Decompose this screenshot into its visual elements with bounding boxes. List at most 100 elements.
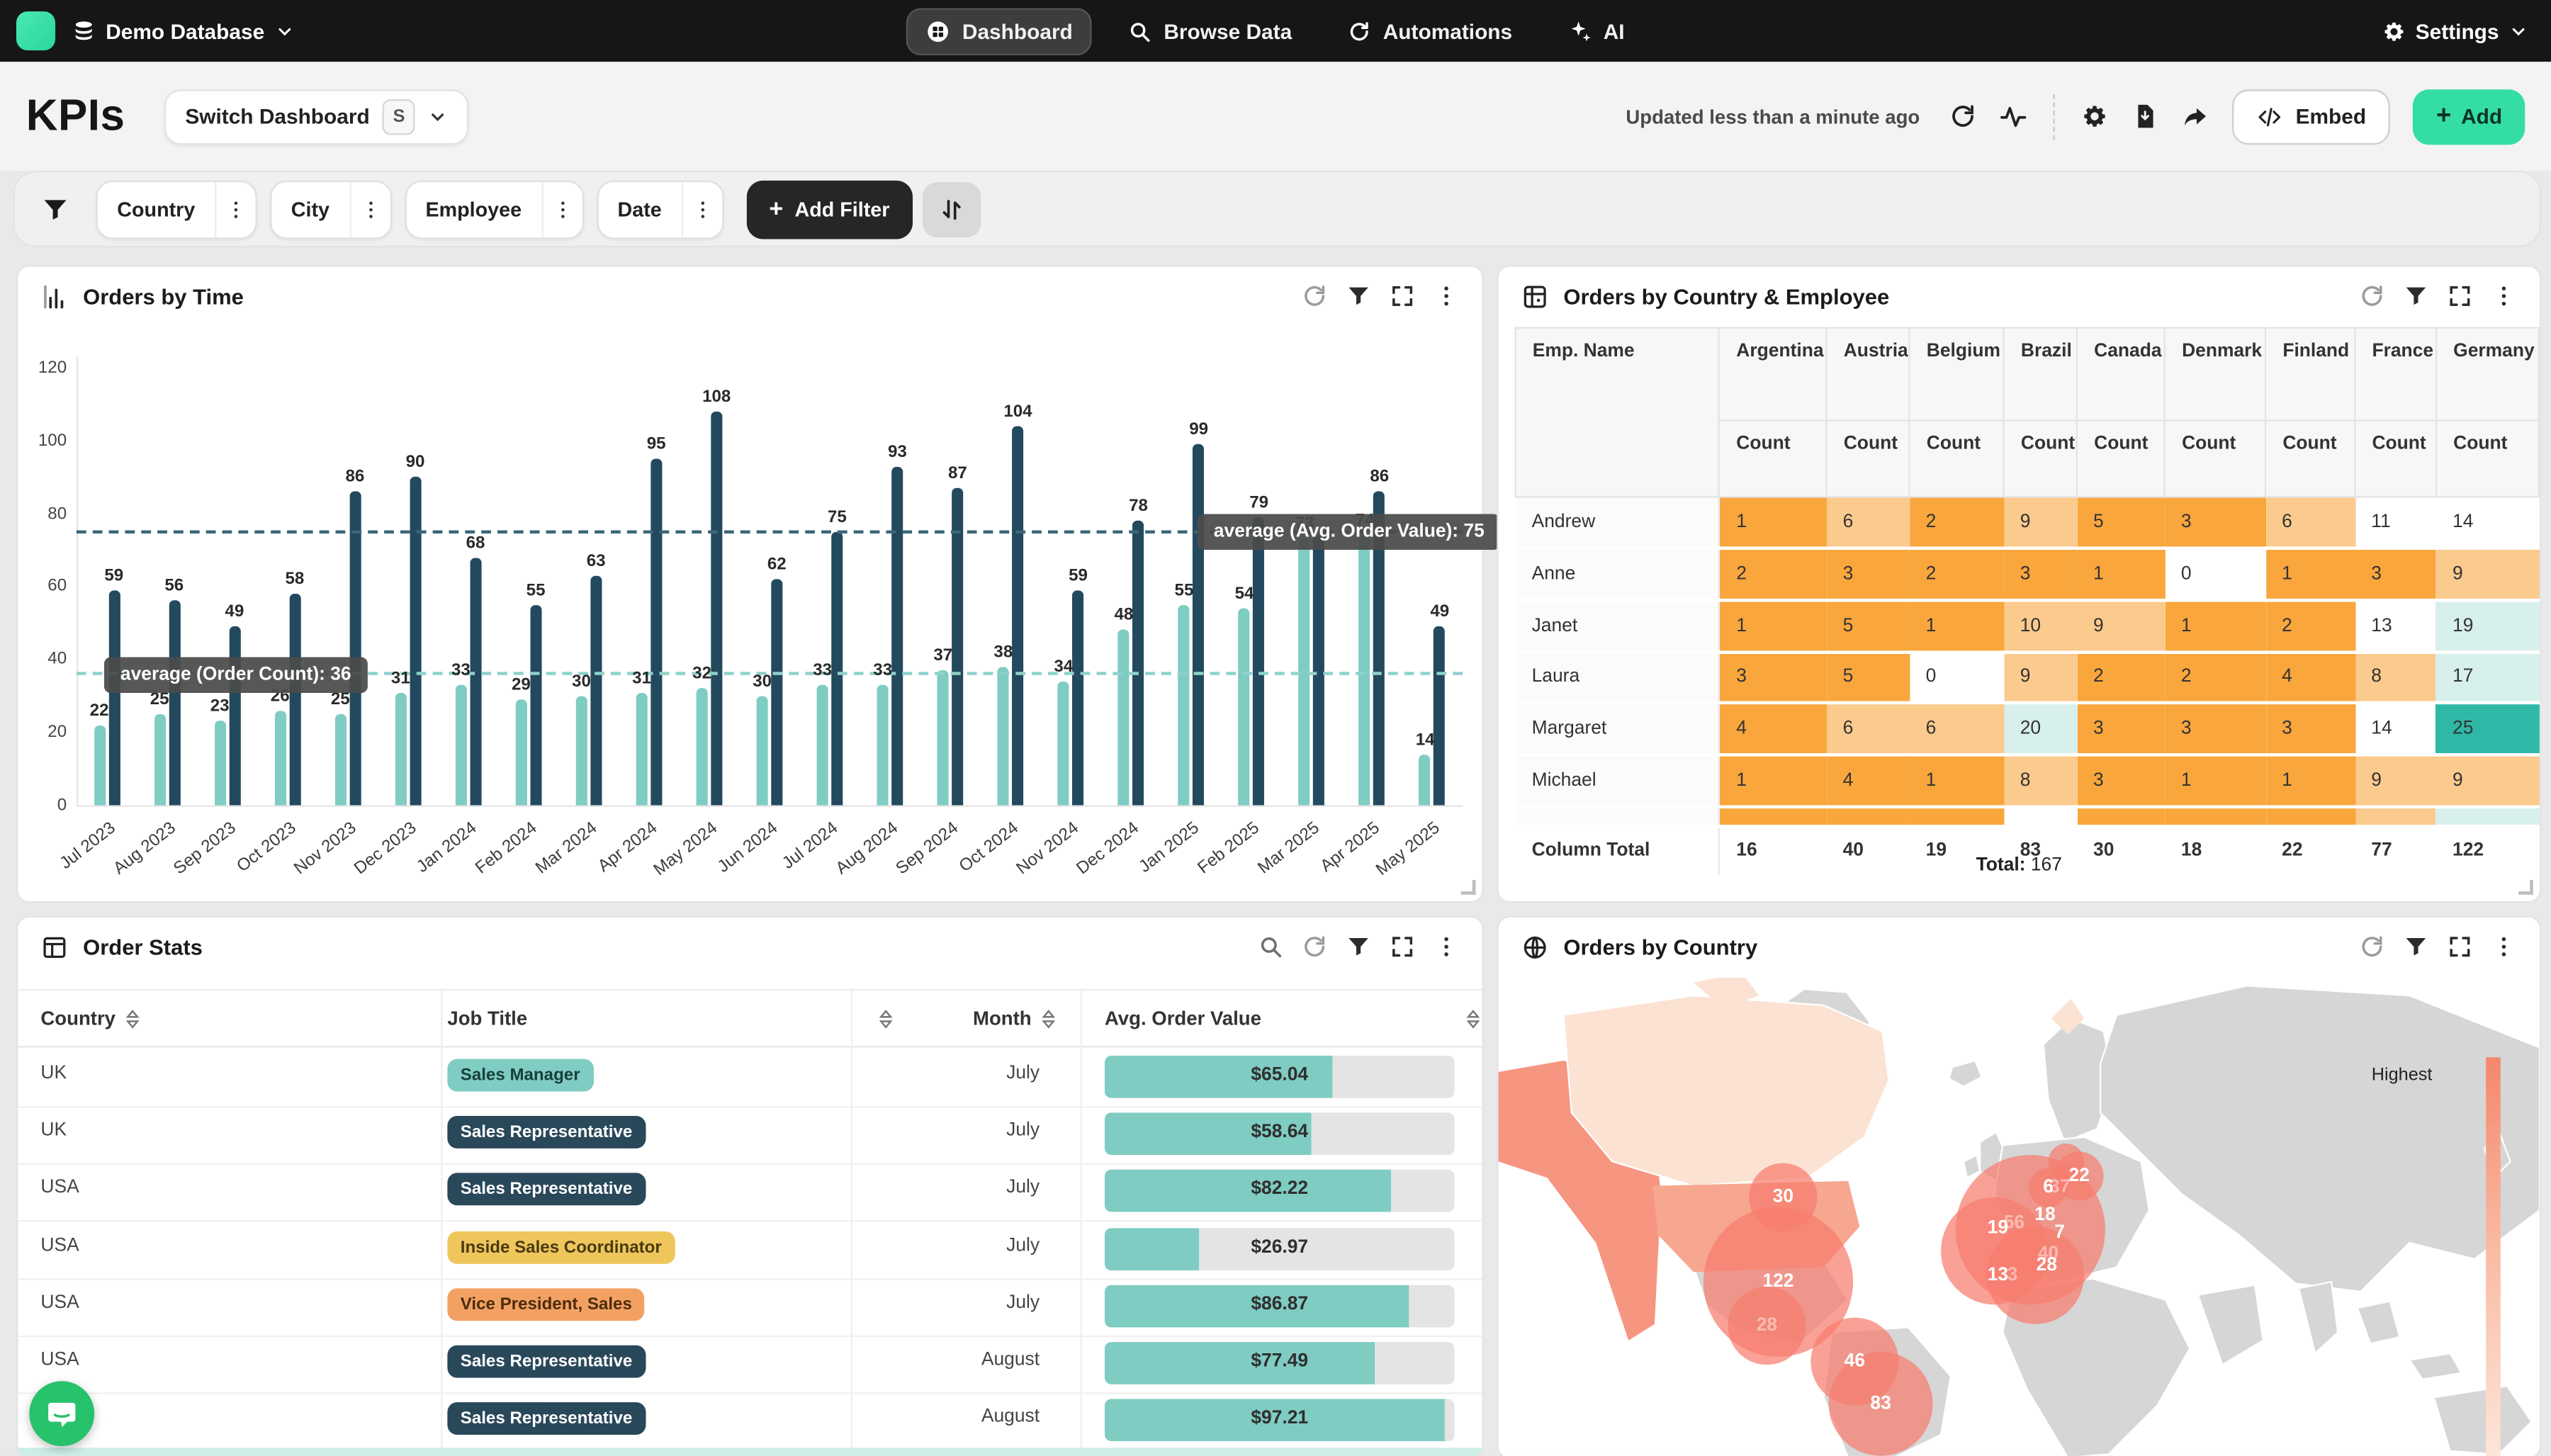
pivot-cell[interactable]: 1: [1909, 755, 2004, 808]
order-count-bar[interactable]: [395, 692, 407, 806]
order-count-bar[interactable]: [1057, 681, 1069, 806]
pivot-cell[interactable]: 1: [1719, 497, 1827, 551]
pivot-cell[interactable]: 1: [1719, 755, 1827, 808]
table-row[interactable]: USA Sales Representative August $77.49: [18, 1334, 1482, 1394]
settings-menu[interactable]: Settings: [2382, 18, 2528, 43]
order-count-bar[interactable]: [334, 713, 347, 806]
order-count-bar[interactable]: [816, 684, 828, 806]
pivot-cell[interactable]: 4: [2265, 651, 2355, 705]
pivot-row-label[interactable]: Michael: [1515, 755, 1721, 808]
pivot-cell[interactable]: 1: [2164, 755, 2266, 808]
pivot-cell[interactable]: 5: [2077, 497, 2165, 551]
table-row[interactable]: USA Vice President, Sales July $86.87: [18, 1277, 1482, 1337]
pivot-cell[interactable]: 6: [1826, 703, 1910, 757]
filter-options-kebab-icon[interactable]: [543, 198, 582, 220]
sort-icon[interactable]: [1466, 1008, 1481, 1029]
order-count-bar[interactable]: [455, 684, 467, 806]
column-header-job-title[interactable]: Job Title: [447, 991, 893, 1046]
pivot-cell[interactable]: 8: [2355, 651, 2437, 705]
pivot-column-header[interactable]: Brazil: [2003, 327, 2078, 422]
pivot-column-header[interactable]: Austria: [1825, 327, 1910, 422]
refresh-icon[interactable]: [1302, 283, 1328, 309]
reorder-filters-button[interactable]: [922, 181, 981, 237]
filter-funnel-icon[interactable]: [2403, 934, 2429, 960]
order-count-bar[interactable]: [1359, 535, 1371, 806]
order-count-bar[interactable]: [997, 666, 1009, 806]
order-count-bar[interactable]: [214, 721, 226, 806]
pivot-cell[interactable]: 9: [2436, 755, 2539, 808]
filter-date[interactable]: Date: [596, 179, 724, 239]
avg-order-value-bar[interactable]: [1072, 589, 1084, 806]
pivot-cell[interactable]: 3: [2355, 548, 2437, 602]
pivot-cell[interactable]: 3: [2077, 755, 2165, 808]
filter-funnel-icon[interactable]: [1346, 283, 1372, 309]
order-count-bar[interactable]: [1238, 608, 1251, 806]
pivot-cell[interactable]: 2: [2265, 599, 2355, 653]
pivot-measure-header[interactable]: Count: [1908, 419, 2005, 498]
pivot-cell[interactable]: 9: [2003, 651, 2078, 705]
pivot-cell[interactable]: 0: [2164, 548, 2266, 602]
order-count-bar[interactable]: [515, 699, 527, 806]
order-count-bar[interactable]: [937, 670, 949, 806]
pivot-column-header[interactable]: Belgium: [1908, 327, 2005, 422]
order-count-bar[interactable]: [274, 710, 286, 806]
pivot-cell[interactable]: 2: [1909, 548, 2004, 602]
order-count-bar[interactable]: [1117, 630, 1130, 806]
pivot-row-label[interactable]: Janet: [1515, 599, 1721, 653]
pivot-column-header[interactable]: Canada: [2076, 327, 2166, 422]
pivot-cell[interactable]: 2: [1719, 548, 1827, 602]
pivot-measure-header[interactable]: Count: [2265, 419, 2356, 498]
column-header-avg-order-value[interactable]: Avg. Order Value: [1105, 991, 1481, 1046]
avg-order-value-bar[interactable]: [470, 557, 482, 806]
pivot-cell[interactable]: 14: [2355, 703, 2437, 757]
pivot-cell[interactable]: 14: [2436, 497, 2539, 551]
pivot-cell[interactable]: 3: [2003, 548, 2078, 602]
filter-options-kebab-icon[interactable]: [683, 198, 722, 220]
pivot-column-header[interactable]: Finland: [2265, 327, 2356, 422]
avg-order-value-bar[interactable]: [831, 531, 843, 806]
pivot-measure-header[interactable]: Count: [1825, 419, 1910, 498]
pivot-cell[interactable]: 2: [2077, 651, 2165, 705]
filter-funnel-icon[interactable]: [2403, 283, 2429, 309]
fullscreen-icon[interactable]: [1390, 283, 1416, 309]
table-row[interactable]: USA Sales Representative July $82.22: [18, 1162, 1482, 1223]
avg-order-value-bar[interactable]: [1434, 626, 1446, 806]
filter-country[interactable]: Country: [96, 179, 257, 239]
pivot-cell[interactable]: 0: [1909, 651, 2004, 705]
card-resize-handle[interactable]: [2518, 880, 2533, 895]
table-row[interactable]: USA Inside Sales Coordinator July $26.97: [18, 1219, 1482, 1280]
filter-funnel-icon[interactable]: [1346, 934, 1372, 960]
avg-order-value-bar[interactable]: [349, 491, 361, 806]
table-row[interactable]: UK Sales Representative July $58.64: [18, 1105, 1482, 1166]
filter-options-kebab-icon[interactable]: [351, 198, 390, 220]
pivot-cell[interactable]: 2: [1909, 497, 2004, 551]
avg-order-value-bar[interactable]: [891, 465, 903, 806]
pivot-cell[interactable]: 9: [2003, 497, 2078, 551]
refresh-icon[interactable]: [1949, 103, 1977, 130]
pivot-row-dimension-header[interactable]: Emp. Name: [1514, 327, 1721, 498]
pivot-cell[interactable]: 3: [1719, 651, 1827, 705]
order-count-bar[interactable]: [877, 684, 889, 806]
filter-city[interactable]: City: [269, 179, 392, 239]
pivot-column-header[interactable]: Argentina: [1718, 327, 1828, 422]
kebab-menu-icon[interactable]: [2491, 283, 2517, 309]
avg-order-value-bar[interactable]: [1253, 517, 1265, 806]
pivot-column-header[interactable]: Denmark: [2163, 327, 2267, 422]
avg-order-value-bar[interactable]: [711, 411, 723, 806]
pivot-cell[interactable]: 4: [1826, 755, 1910, 808]
pivot-cell[interactable]: 8: [2003, 755, 2078, 808]
kebab-menu-icon[interactable]: [1434, 283, 1460, 309]
avg-order-value-bar[interactable]: [1193, 444, 1205, 806]
pivot-cell[interactable]: 5: [1826, 651, 1910, 705]
order-count-bar[interactable]: [575, 696, 587, 806]
pivot-cell[interactable]: 6: [1826, 497, 1910, 551]
pivot-cell[interactable]: 6: [2265, 497, 2355, 551]
order-count-bar[interactable]: [1419, 754, 1431, 806]
pivot-measure-header[interactable]: Count: [2354, 419, 2438, 498]
tab-browse-data[interactable]: Browse Data: [1108, 7, 1311, 55]
pivot-row-label[interactable]: Andrew: [1515, 497, 1721, 551]
pivot-cell[interactable]: 10: [2003, 599, 2078, 653]
kebab-menu-icon[interactable]: [1434, 934, 1460, 960]
filter-employee[interactable]: Employee: [404, 179, 584, 239]
